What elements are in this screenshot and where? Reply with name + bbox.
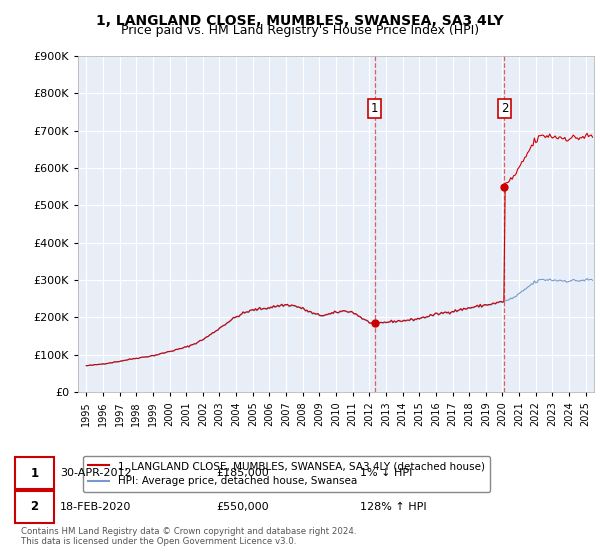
Text: 2: 2 — [500, 102, 508, 115]
Text: 1: 1 — [371, 102, 379, 115]
Text: 1% ↓ HPI: 1% ↓ HPI — [360, 468, 412, 478]
Text: 2: 2 — [31, 500, 38, 514]
Text: 1: 1 — [31, 466, 38, 480]
Text: £185,000: £185,000 — [216, 468, 269, 478]
Text: Contains HM Land Registry data © Crown copyright and database right 2024.
This d: Contains HM Land Registry data © Crown c… — [21, 526, 356, 546]
Text: 30-APR-2012: 30-APR-2012 — [60, 468, 131, 478]
Text: 18-FEB-2020: 18-FEB-2020 — [60, 502, 131, 512]
Text: £550,000: £550,000 — [216, 502, 269, 512]
Text: 1, LANGLAND CLOSE, MUMBLES, SWANSEA, SA3 4LY: 1, LANGLAND CLOSE, MUMBLES, SWANSEA, SA3… — [96, 14, 504, 28]
Legend: 1, LANGLAND CLOSE, MUMBLES, SWANSEA, SA3 4LY (detached house), HPI: Average pric: 1, LANGLAND CLOSE, MUMBLES, SWANSEA, SA3… — [83, 456, 490, 492]
Text: 128% ↑ HPI: 128% ↑ HPI — [360, 502, 427, 512]
Text: Price paid vs. HM Land Registry's House Price Index (HPI): Price paid vs. HM Land Registry's House … — [121, 24, 479, 37]
